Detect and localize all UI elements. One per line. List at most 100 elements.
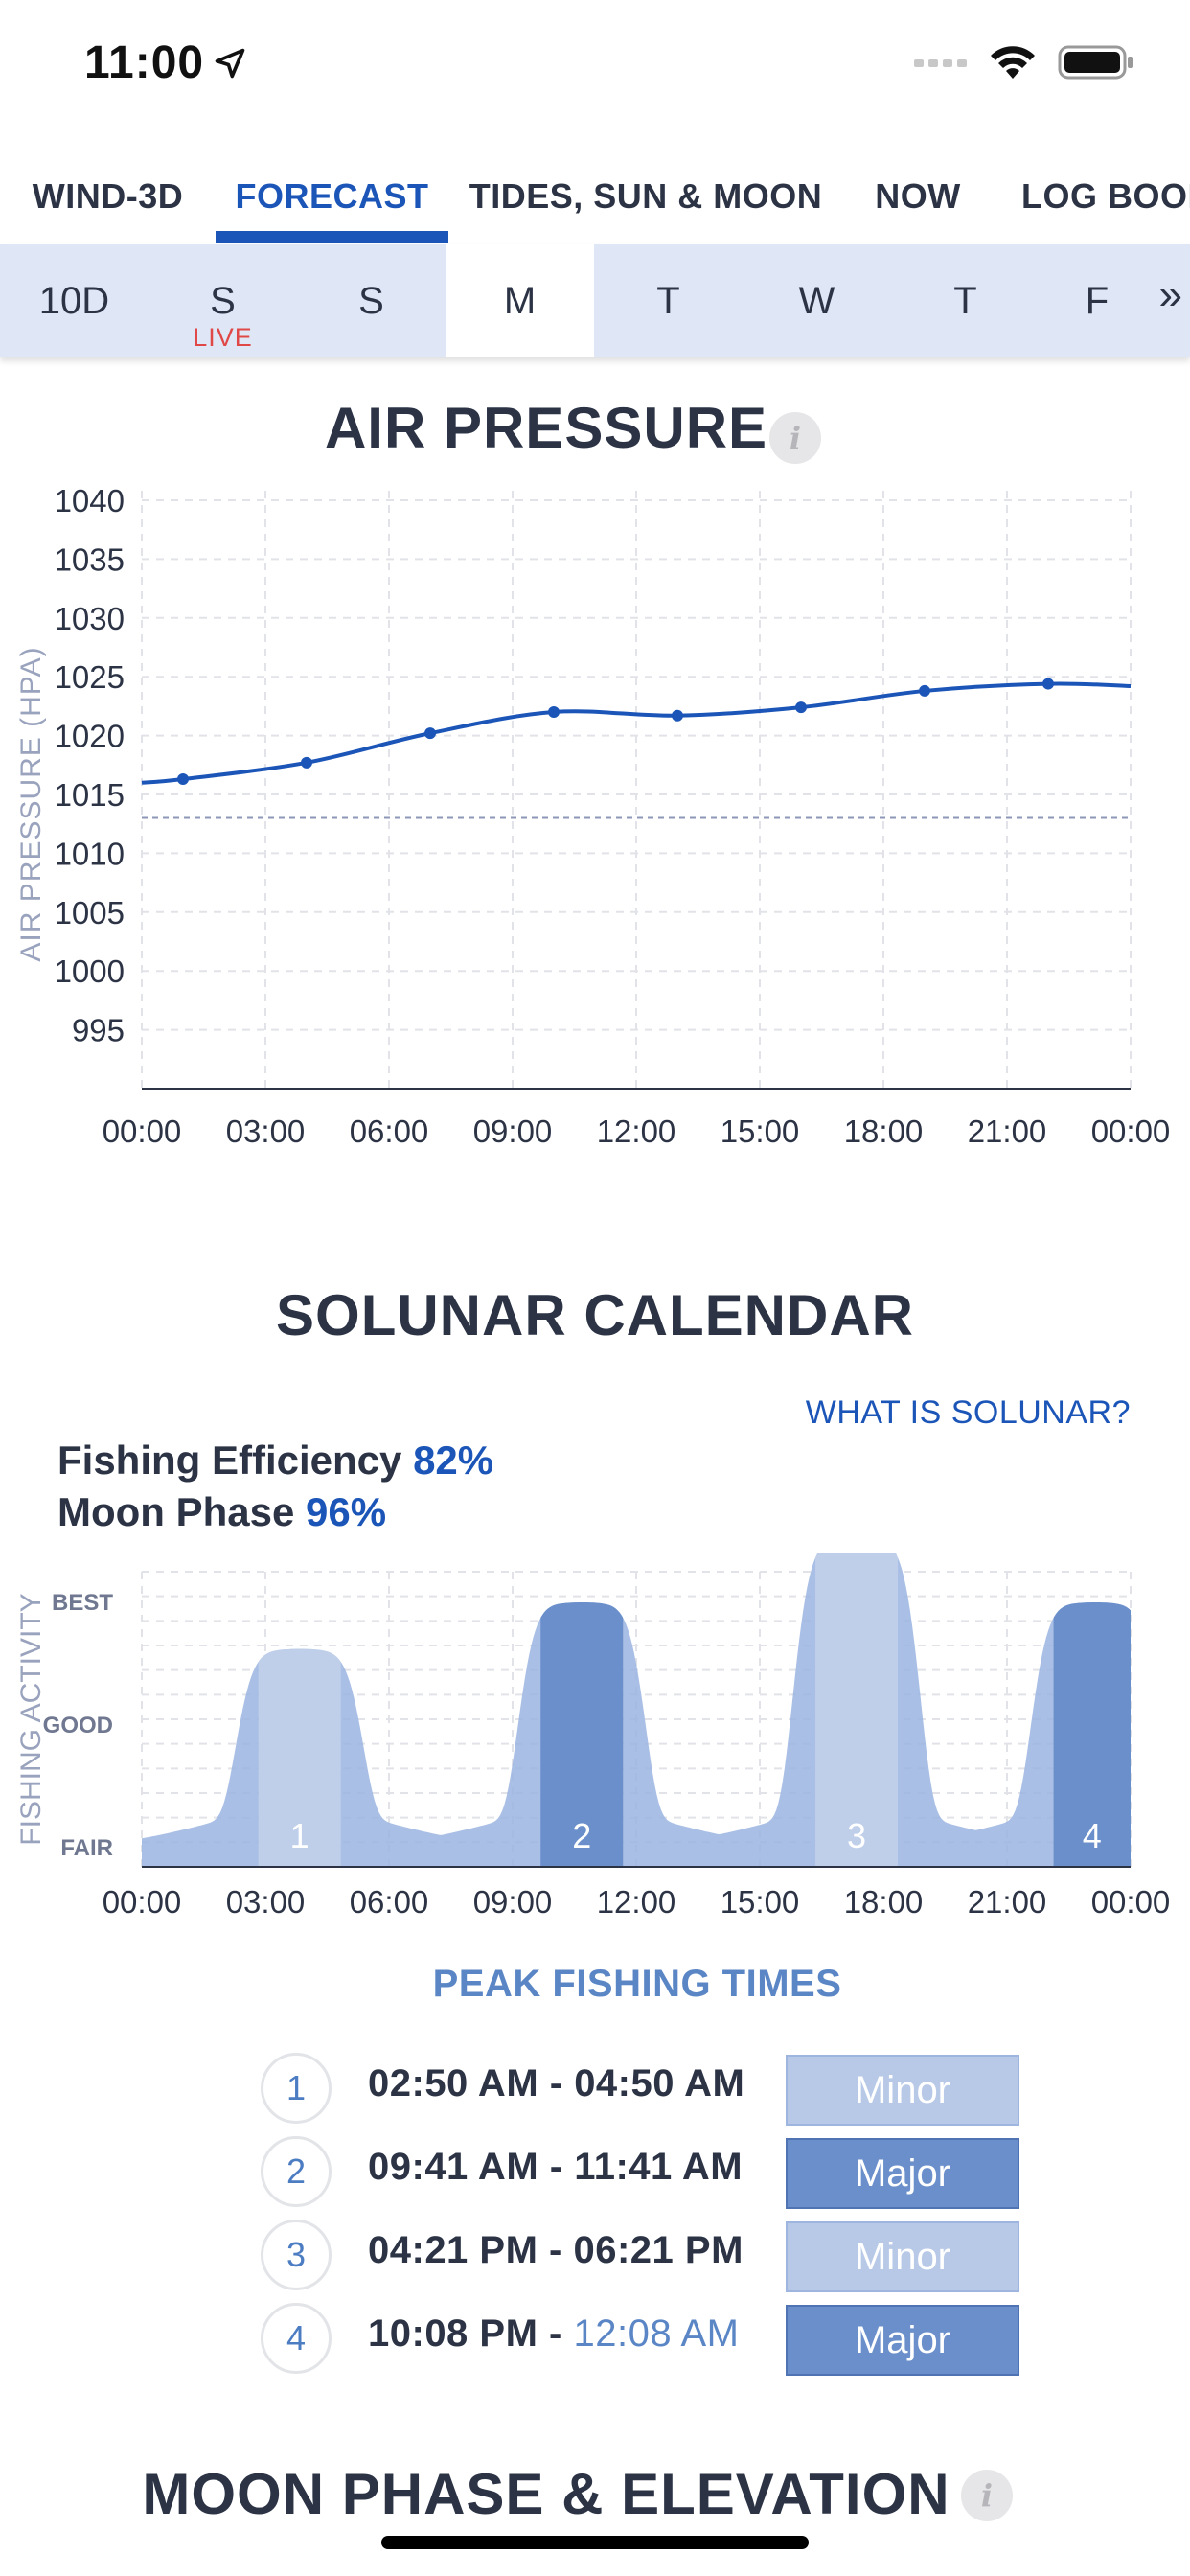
moon-phase-value: 96% <box>306 1489 387 1534</box>
pressure-point <box>795 702 807 714</box>
peak-row: 1 02:50 AM - 04:50 AM Minor <box>261 2053 1027 2126</box>
pressure-point <box>177 773 189 786</box>
what-is-solunar-link[interactable]: WHAT IS SOLUNAR? <box>805 1394 1131 1431</box>
tab-log-book[interactable]: LOG BOOK <box>1021 176 1190 216</box>
day-thursday[interactable]: T <box>891 244 1040 357</box>
day-label: T <box>656 279 680 322</box>
peak-end: 11:41 AM <box>574 2146 744 2188</box>
day-10d[interactable]: 10D <box>0 244 149 357</box>
solunar-title: SOLUNAR CALENDAR <box>276 1283 914 1347</box>
location-arrow-icon <box>215 48 245 79</box>
moon-phase-label: Moon Phase <box>57 1489 295 1534</box>
wifi-icon <box>991 46 1035 79</box>
moon-info-icon[interactable]: i <box>961 2470 1013 2521</box>
tab-wind-3d[interactable]: WIND-3D <box>32 176 184 216</box>
day-friday[interactable]: F <box>1040 244 1155 357</box>
status-time: 11:00 <box>84 37 205 88</box>
day-sunday[interactable]: S <box>297 244 446 357</box>
tab-forecast[interactable]: FORECAST <box>235 176 429 216</box>
peak-band-label: 2 <box>572 1816 591 1855</box>
day-selector: 10D S LIVE S M T W T F » <box>0 244 1190 357</box>
day-tuesday[interactable]: T <box>594 244 743 357</box>
x-tick-label: 21:00 <box>968 1114 1047 1149</box>
x-tick-label: 00:00 <box>103 1114 182 1149</box>
pressure-point <box>919 684 930 697</box>
y-tick-label: 1040 <box>55 483 125 518</box>
day-saturday[interactable]: S LIVE <box>149 244 297 357</box>
peak-separator: - <box>538 2062 575 2104</box>
peak-fishing-times-title: PEAK FISHING TIMES <box>432 1963 842 2005</box>
peak-time-range: 09:41 AM - 11:41 AM <box>368 2146 743 2189</box>
x-tick-label: 12:00 <box>597 1114 676 1149</box>
x-tick-label: 03:00 <box>226 1884 306 1920</box>
peak-number: 2 <box>261 2136 332 2207</box>
x-tick-label: 12:00 <box>597 1884 676 1920</box>
peak-number: 1 <box>261 2053 332 2124</box>
x-tick-label: 15:00 <box>721 1114 800 1149</box>
peak-number: 4 <box>261 2303 332 2374</box>
x-tick-label: 00:00 <box>1091 1884 1171 1920</box>
peak-type-badge: Major <box>786 2305 1019 2376</box>
y-tick-label: 1010 <box>55 836 125 871</box>
home-indicator <box>381 2536 809 2549</box>
top-nav-tabs: WIND-3D FORECAST TIDES, SUN & MOON NOW L… <box>0 149 1190 244</box>
peak-start: 04:21 PM <box>368 2229 538 2271</box>
x-tick-label: 18:00 <box>844 1114 924 1149</box>
peak-band-label: 4 <box>1083 1816 1102 1855</box>
day-label: F <box>1085 279 1110 322</box>
solunar-chart: 00:00 03:00 06:00 09:00 12:00 15:00 18:00 21:00… <box>15 1552 1171 1920</box>
day-label: 10D <box>38 279 110 322</box>
x-tick-label: 09:00 <box>473 1884 553 1920</box>
battery-icon <box>1058 45 1133 80</box>
y-tick-label: 1015 <box>55 777 125 813</box>
air-pressure-chart: 00:00 03:00 06:00 09:00 12:00 15:00 18:00 21:00… <box>15 483 1171 1149</box>
y-tick-label: 1030 <box>55 601 125 636</box>
y-tick-label: GOOD <box>43 1713 113 1738</box>
peak-separator: - <box>538 2312 574 2355</box>
peak-start: 09:41 AM <box>368 2146 539 2188</box>
pressure-point <box>672 709 683 722</box>
x-tick-label: 00:00 <box>103 1884 182 1920</box>
y-tick-label: 1020 <box>55 719 125 754</box>
tab-tides-sun-moon[interactable]: TIDES, SUN & MOON <box>469 176 823 216</box>
moon-phase-elevation-title: MOON PHASE & ELEVATION <box>142 2462 950 2526</box>
y-tick-label: 1000 <box>55 954 125 989</box>
air-pressure-title: AIR PRESSURE <box>324 396 768 460</box>
pressure-point <box>301 756 312 769</box>
fishing-efficiency-label: Fishing Efficiency <box>57 1438 402 1483</box>
day-label: W <box>798 279 835 322</box>
peak-time-range: 04:21 PM - 06:21 PM <box>368 2229 744 2272</box>
fishing-efficiency: Fishing Efficiency 82% <box>57 1438 493 1484</box>
day-wednesday[interactable]: W <box>743 244 891 357</box>
peak-end: 12:08 AM <box>573 2312 740 2355</box>
day-label: T <box>953 279 977 322</box>
x-tick-label: 00:00 <box>1091 1114 1171 1149</box>
x-tick-label: 06:00 <box>350 1114 429 1149</box>
x-tick-label: 09:00 <box>473 1114 553 1149</box>
peak-separator: - <box>538 2146 575 2188</box>
live-badge: LIVE <box>193 323 253 352</box>
more-days-icon[interactable]: » <box>1158 271 1182 318</box>
peak-start: 02:50 AM <box>368 2062 539 2104</box>
peak-row: 3 04:21 PM - 06:21 PM Minor <box>261 2220 1027 2292</box>
y-axis-label: AIR PRESSURE (HPA) <box>15 646 47 961</box>
x-tick-label: 21:00 <box>968 1884 1047 1920</box>
peak-band-label: 1 <box>290 1816 309 1855</box>
peak-type-badge: Major <box>786 2138 1019 2209</box>
peak-type-badge: Minor <box>786 2221 1019 2292</box>
pressure-line <box>141 681 1132 785</box>
cellular-signal-icon <box>914 59 967 67</box>
pressure-point <box>548 706 560 719</box>
peak-time-range: 02:50 AM - 04:50 AM <box>368 2062 744 2105</box>
tab-now[interactable]: NOW <box>875 176 961 216</box>
day-monday[interactable]: M <box>446 244 594 357</box>
air-pressure-info-icon[interactable]: i <box>769 412 821 464</box>
pressure-point <box>1042 678 1054 690</box>
y-tick-label: 1025 <box>55 659 125 695</box>
peak-end: 04:50 AM <box>574 2062 745 2104</box>
peak-end: 06:21 PM <box>573 2229 744 2271</box>
peak-start: 10:08 PM <box>368 2312 538 2355</box>
peak-row: 2 09:41 AM - 11:41 AM Major <box>261 2136 1027 2209</box>
x-tick-label: 03:00 <box>226 1114 306 1149</box>
fishing-efficiency-value: 82% <box>413 1438 494 1483</box>
